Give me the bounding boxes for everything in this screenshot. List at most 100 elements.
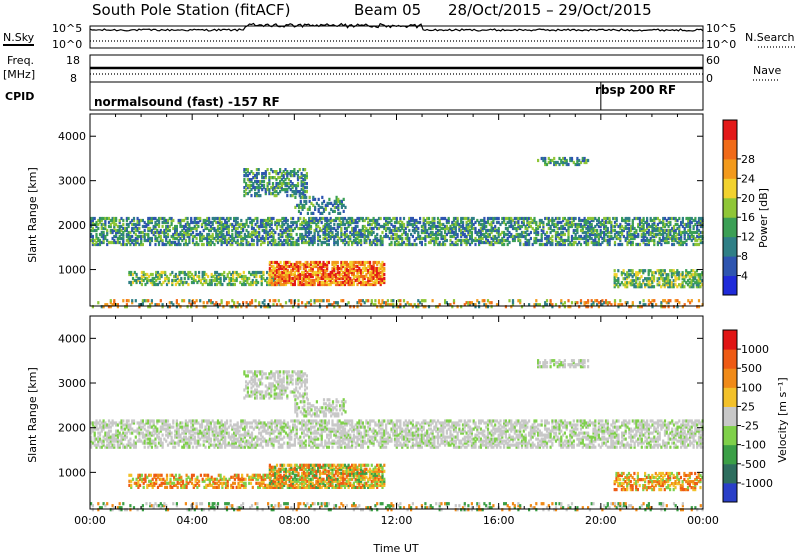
scatter-cell (236, 226, 239, 231)
scatter-cell (140, 242, 143, 247)
scatter-cell (243, 224, 246, 229)
scatter-cell (210, 272, 213, 277)
scatter-cell (377, 272, 381, 277)
scatter-cell (284, 280, 288, 285)
scatter-cell (368, 240, 372, 245)
scatter-cell (149, 228, 152, 233)
scatter-cell (161, 303, 164, 307)
scatter-cell (235, 278, 238, 283)
scatter-cell (579, 234, 583, 239)
scatter-cell (565, 162, 568, 167)
scatter-cell (651, 228, 654, 233)
scatter-cell (115, 216, 118, 221)
scatter-cell (646, 218, 649, 223)
scatter-cell (242, 222, 245, 227)
scatter-cell (469, 230, 472, 235)
scatter-cell (653, 232, 656, 237)
scatter-cell (624, 238, 627, 243)
scatter-cell (147, 236, 150, 241)
scatter-cell (642, 279, 645, 283)
scatter-cell (360, 280, 363, 285)
scatter-cell (155, 278, 158, 283)
scatter-cell (645, 277, 648, 281)
scatter-cell (367, 270, 370, 275)
scatter-cell (125, 305, 128, 309)
scatter-cell (116, 441, 119, 445)
scatter-cell (102, 305, 105, 309)
scatter-cell (372, 240, 375, 245)
scatter-cell (581, 228, 584, 233)
scatter-cell (134, 445, 137, 449)
scatter-cell (597, 240, 600, 245)
scatter-cell (190, 218, 193, 223)
scatter-cell (326, 216, 329, 221)
scatter-cell (227, 224, 230, 229)
scatter-cell (656, 283, 659, 287)
scatter-cell (304, 278, 307, 283)
scatter-cell (544, 301, 547, 305)
scatter-cell (329, 274, 332, 279)
scatter-cell (631, 301, 634, 305)
scatter-cell (424, 222, 427, 227)
scatter-cell (486, 299, 490, 303)
scatter-cell (222, 240, 225, 245)
scatter-cell (286, 236, 289, 241)
scatter-cell (132, 445, 136, 449)
scatter-cell (150, 236, 153, 241)
scatter-cell (339, 199, 342, 203)
scatter-cell (322, 199, 326, 203)
scatter-cell (272, 266, 275, 271)
scatter-cell (113, 228, 116, 233)
scatter-cell (309, 280, 313, 285)
scatter-cell (152, 216, 155, 221)
scatter-cell (260, 270, 263, 275)
scatter-cell (360, 232, 363, 237)
scatter-cell (111, 230, 114, 235)
scatter-cell (131, 222, 134, 227)
scatter-cell (277, 266, 280, 271)
scatter-cell (685, 224, 688, 229)
scatter-cell (184, 240, 187, 245)
scatter-cell (474, 242, 477, 247)
scatter-cell (438, 303, 441, 307)
scatter-cell (140, 431, 143, 435)
scatter-cell (262, 176, 266, 180)
scatter-cell (190, 305, 193, 309)
scatter-cell (146, 272, 149, 277)
scatter-cell (501, 236, 504, 241)
scatter-cell (129, 443, 132, 447)
scatter-cell (356, 216, 359, 221)
scatter-cell (264, 172, 267, 176)
scatter-cell (651, 277, 654, 281)
scatter-cell (317, 270, 320, 275)
scatter-cell (506, 226, 509, 231)
scatter-cell (265, 220, 268, 225)
scatter-cell (106, 238, 109, 243)
scatter-cell (368, 274, 372, 279)
scatter-cell (517, 232, 520, 237)
scatter-cell (252, 242, 255, 247)
scatter-cell (621, 218, 624, 223)
scatter-cell (581, 224, 584, 229)
scatter-cell (293, 270, 296, 275)
scatter-cell (393, 224, 397, 229)
scatter-cell (672, 224, 676, 229)
scatter-cell (272, 242, 275, 247)
colorbar-tick-label: 20 (741, 192, 755, 205)
scatter-cell (206, 301, 209, 305)
scatter-cell (242, 238, 245, 243)
scatter-cell (433, 236, 436, 241)
scatter-cell (508, 240, 511, 245)
scatter-cell (272, 234, 275, 239)
scatter-cell (288, 238, 291, 243)
scatter-cell (229, 238, 232, 243)
scatter-cell (401, 242, 404, 247)
scatter-cell (340, 201, 343, 205)
scatter-cell (680, 222, 683, 227)
scatter-cell (342, 240, 345, 245)
scatter-cell (658, 273, 661, 277)
scatter-cell (395, 305, 398, 309)
scatter-cell (250, 222, 254, 227)
scatter-cell (393, 226, 397, 231)
scatter-cell (689, 301, 692, 305)
